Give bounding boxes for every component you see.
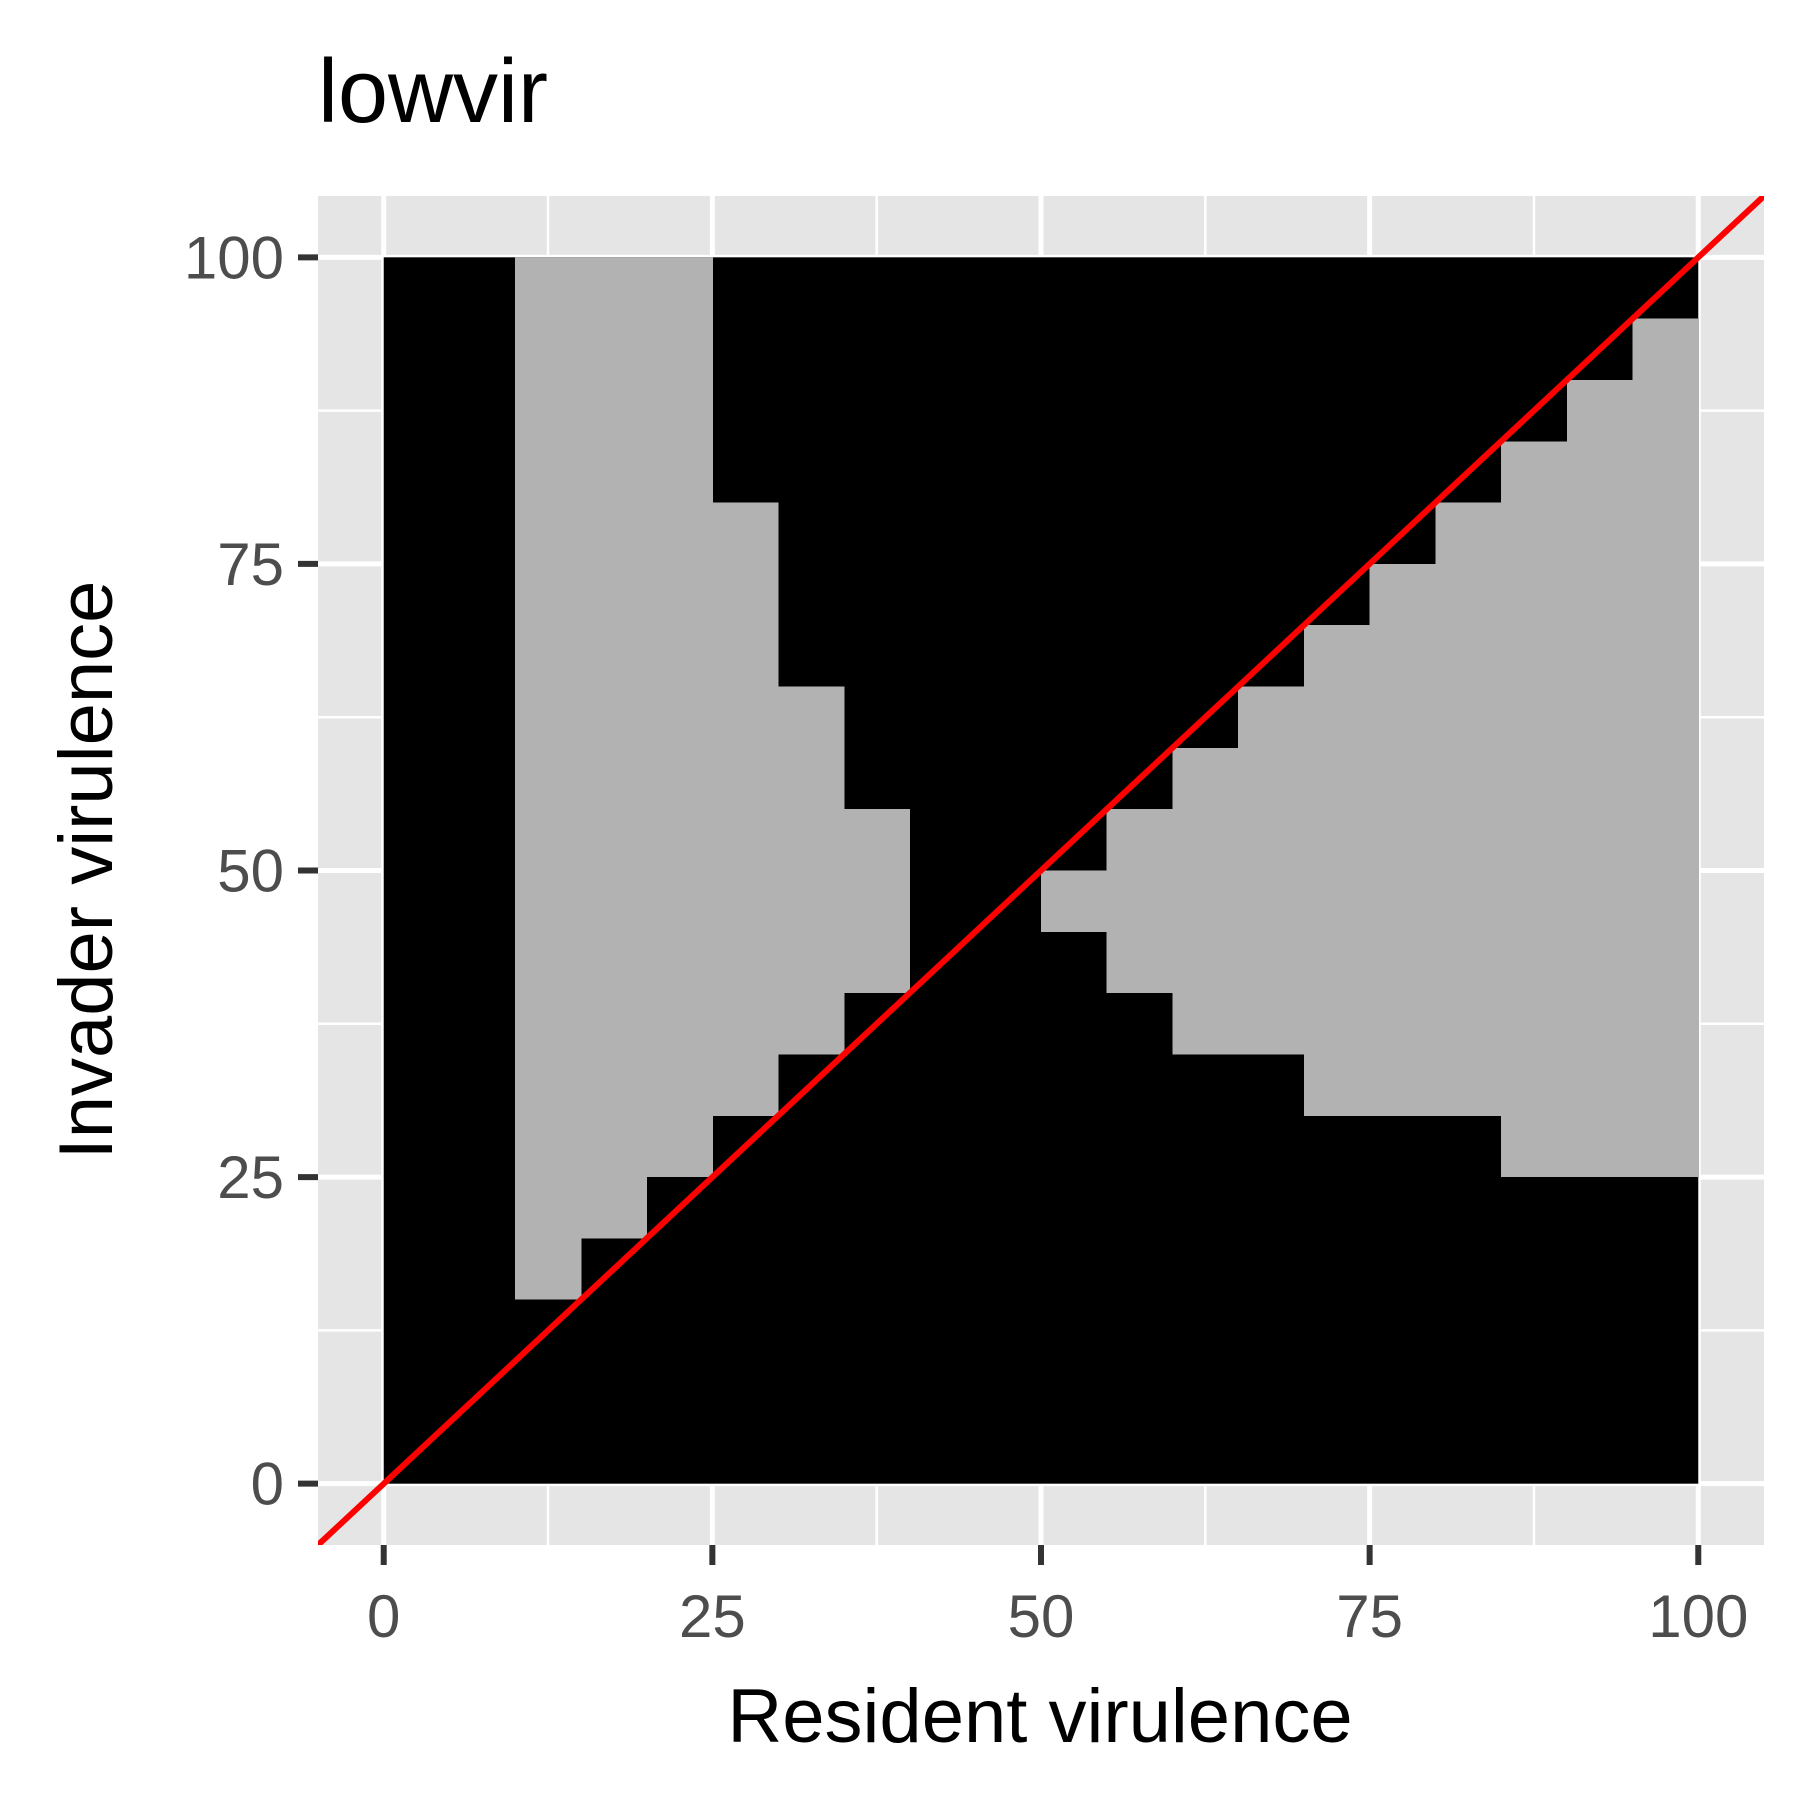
chart-title: lowvir: [318, 42, 548, 142]
reference-line-group: [318, 196, 1764, 1545]
gray-tile-column: [1632, 318, 1699, 1178]
y-axis: 0 25 50 75 100: [184, 224, 318, 1518]
gray-tile-column: [1566, 379, 1634, 1178]
reference-line: [318, 196, 1764, 1545]
y-tick-label: 50: [217, 838, 284, 905]
gray-tile-column: [1435, 502, 1502, 1116]
y-tick-label: 75: [217, 531, 284, 598]
gray-tile-column: [646, 257, 713, 1178]
x-tick-label: 0: [367, 1583, 400, 1650]
gray-tile-column: [580, 257, 648, 1239]
gray-tile-column: [712, 502, 779, 1116]
x-tick-label: 50: [1008, 1583, 1075, 1650]
x-axis: 0 25 50 75 100: [367, 1545, 1748, 1650]
x-tick-label: 75: [1336, 1583, 1403, 1650]
gray-tile-column: [778, 686, 845, 1055]
gray-tile-column: [1172, 747, 1239, 1055]
y-axis-title: Invader virulence: [44, 581, 129, 1160]
gray-tile-column: [1303, 625, 1371, 1116]
y-tick-label: 100: [184, 224, 284, 291]
x-tick-label: 25: [679, 1583, 746, 1650]
gray-tile-column: [1238, 686, 1305, 1055]
x-axis-title: Resident virulence: [727, 1674, 1352, 1759]
y-tick-label: 0: [251, 1451, 284, 1518]
gray-tile-column: [1041, 870, 1108, 932]
y-tick-label: 25: [217, 1144, 284, 1211]
gray-tile-column: [1106, 809, 1174, 994]
gray-tile-column: [1501, 441, 1568, 1178]
x-tick-label: 100: [1648, 1583, 1748, 1650]
gray-tile-column: [843, 809, 911, 994]
gray-tile-column: [515, 257, 582, 1300]
gray-tile-column: [1369, 563, 1436, 1116]
